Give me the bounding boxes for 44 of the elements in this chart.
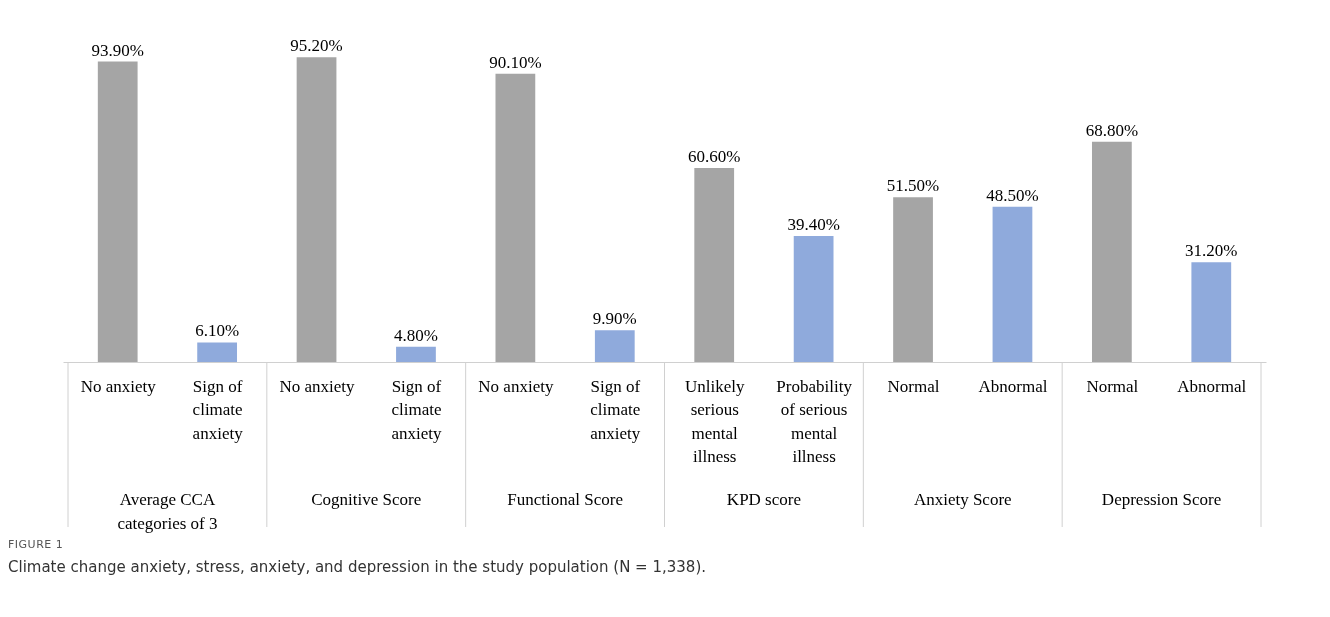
text: Functional Score — [507, 490, 623, 509]
bar — [197, 342, 238, 362]
text: KPD score — [726, 490, 801, 509]
data-label: 68.80% — [1085, 120, 1139, 140]
x-tick-label: Normal — [1086, 376, 1139, 396]
bar — [992, 206, 1033, 362]
text: Anxiety Score — [913, 490, 1012, 509]
bar — [396, 346, 436, 362]
bar — [893, 197, 933, 362]
x-tick-label: Abnormal — [1177, 376, 1247, 396]
bar — [1191, 262, 1232, 362]
x-tick-label: Abnormal — [978, 376, 1048, 396]
x-tick-label: No anxiety — [279, 376, 356, 396]
bar — [594, 330, 635, 362]
data-label: 48.50% — [986, 185, 1039, 205]
bar — [694, 168, 735, 362]
x-tick-label: Sign of climate anxiety — [590, 376, 641, 443]
data-label: 31.20% — [1185, 241, 1238, 261]
data-label: 39.40% — [787, 214, 840, 234]
text: Climate change anxiety, stress, anxiety, and depression in the study population (N = 1,338). — [8, 558, 707, 576]
x-tick-label: Normal — [887, 376, 940, 396]
data-label: 93.90% — [91, 40, 144, 60]
x-tick-label: Sign of climate anxiety — [391, 376, 442, 443]
data-label: 60.60% — [688, 147, 741, 167]
data-label: 90.10% — [489, 52, 542, 72]
bar — [1091, 141, 1132, 362]
x-tick-label: No anxiety — [80, 376, 157, 396]
data-label: 95.20% — [290, 36, 343, 56]
x-tick-label: Sign of climate anxiety — [192, 376, 244, 443]
bar — [793, 235, 834, 362]
bar — [296, 57, 337, 362]
text: Depression Score — [1101, 490, 1222, 509]
data-label: 51.50% — [886, 176, 940, 196]
text: Cognitive Score — [311, 490, 422, 509]
bar — [495, 73, 536, 362]
x-tick-label: Probability of serious mental illness — [776, 376, 853, 466]
text: Average CCA categories of 3 — [117, 490, 218, 533]
data-label: 4.80% — [394, 325, 438, 345]
x-tick-label: No anxiety — [478, 376, 554, 396]
caption: FIGURE 1 — [8, 538, 64, 551]
data-label: 6.10% — [195, 321, 240, 341]
x-tick-label: Unlikely serious mental illness — [684, 376, 745, 466]
bar — [97, 61, 138, 362]
data-label: 9.90% — [592, 309, 637, 329]
